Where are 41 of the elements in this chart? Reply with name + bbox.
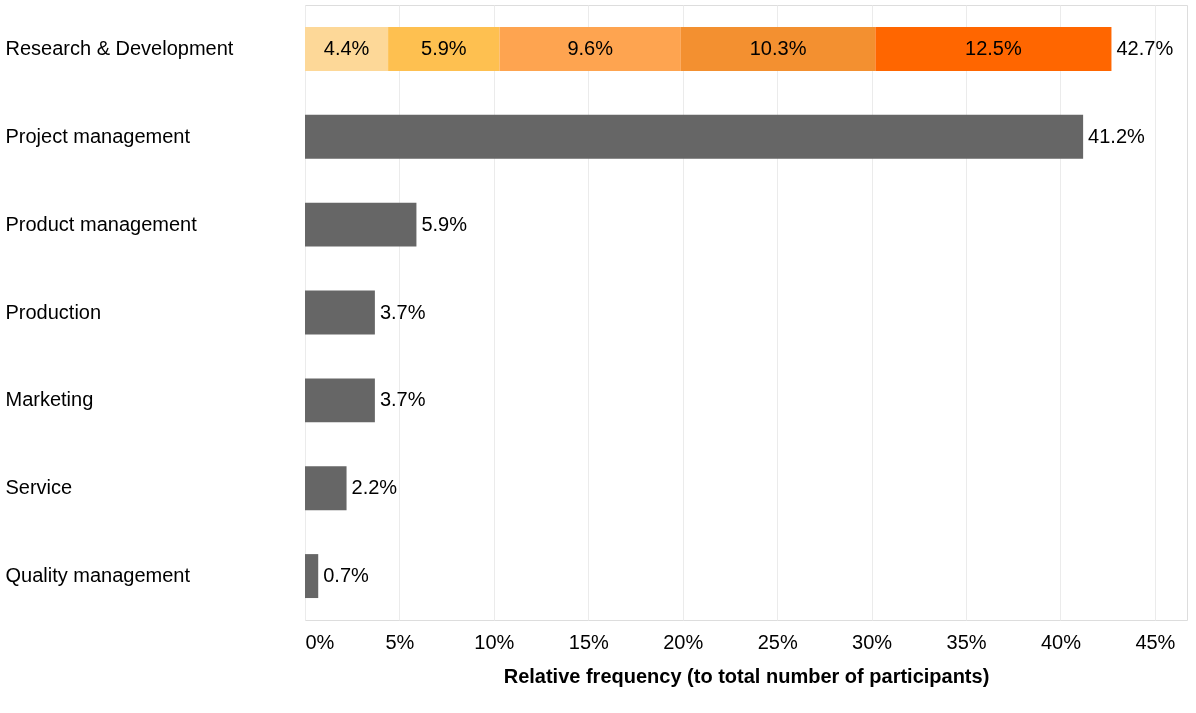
data-label: 3.7% (379, 388, 426, 411)
x-axis-title: Relative frequency (to total number of participants) (503, 664, 990, 687)
bar (499, 26, 681, 71)
x-tick-label: 5% (385, 630, 415, 653)
y-tick-label: Service (5, 476, 73, 499)
bar (305, 378, 375, 423)
y-tick-label: Project management (5, 124, 191, 147)
x-tick-label: 45% (1135, 630, 1176, 653)
bar (388, 26, 500, 71)
data-label: 9.6% (567, 36, 614, 59)
y-tick-label: Product management (5, 212, 198, 235)
x-tick-label: 20% (663, 630, 704, 653)
bar (305, 202, 417, 247)
x-tick-label: 0% (305, 630, 335, 653)
x-tick-label: 40% (1040, 630, 1082, 653)
bar (875, 26, 1112, 71)
data-label: 12.5% (965, 36, 1022, 59)
data-label: 5.9% (421, 36, 467, 59)
y-tick-label: Research & Development (5, 36, 234, 59)
data-label: 5.9% (421, 212, 468, 235)
bar (305, 26, 389, 71)
data-label: 41.2% (1088, 124, 1146, 147)
data-label: 4.4% (323, 36, 370, 59)
bar (305, 114, 1084, 159)
y-tick-label: Production (5, 300, 102, 323)
x-tick-label: 35% (946, 630, 987, 653)
bar (680, 26, 876, 71)
x-tick-label: 30% (852, 630, 893, 653)
data-label: 10.3% (749, 36, 807, 59)
bar (305, 466, 347, 511)
data-label: 2.2% (351, 476, 398, 499)
x-tick-label: 15% (568, 630, 610, 653)
x-tick-label: 10% (474, 630, 515, 653)
y-tick-label: Quality management (5, 564, 191, 587)
data-label: 0.7% (323, 564, 370, 587)
bar (305, 290, 375, 335)
x-tick-label: 25% (757, 630, 798, 653)
bar (305, 554, 319, 599)
total-label: 42.7% (1116, 36, 1174, 59)
y-tick-label: Marketing (5, 388, 94, 411)
data-label: 3.7% (379, 300, 426, 323)
